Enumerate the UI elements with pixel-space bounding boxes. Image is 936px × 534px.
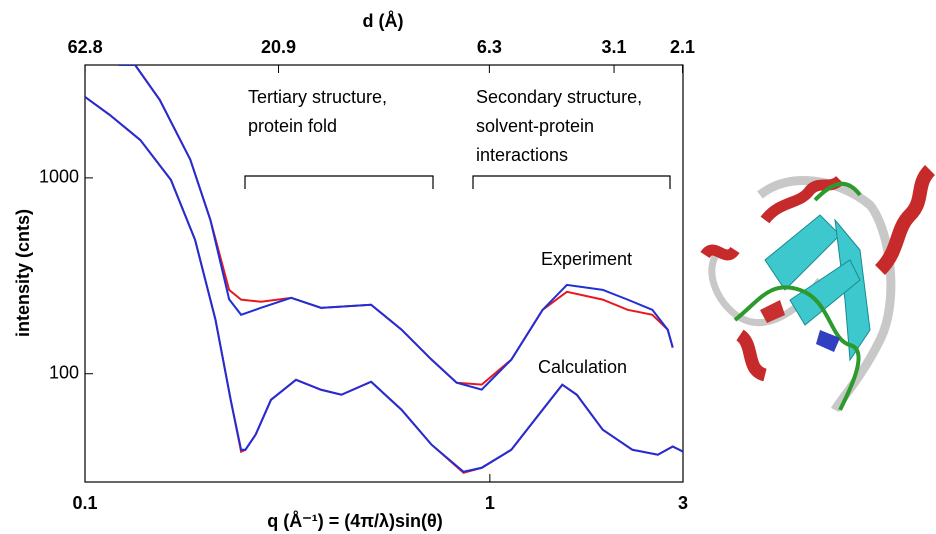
- x-tick-label: 0.1: [72, 493, 97, 513]
- curve: [119, 65, 673, 390]
- annotation: Experiment: [541, 249, 632, 269]
- y-axis-label: intensity (cnts): [13, 209, 33, 337]
- top-axis-label: d (Å): [363, 11, 404, 31]
- protein-illustration: [705, 170, 930, 410]
- top-tick-label: 6.3: [477, 37, 502, 57]
- annotation: solvent-protein: [476, 116, 594, 136]
- bracket: [473, 176, 670, 189]
- chart: d (Å) q (Å⁻¹) = (4π/λ)sin(θ) intensity (…: [0, 0, 936, 534]
- curve: [119, 65, 673, 385]
- x-tick-label: 3: [678, 493, 688, 513]
- annotation: protein fold: [248, 116, 337, 136]
- annotation: interactions: [476, 145, 568, 165]
- annotation: Secondary structure,: [476, 87, 642, 107]
- y-tick-label: 100: [49, 362, 79, 382]
- top-tick-label: 2.1: [670, 37, 695, 57]
- annotation: Tertiary structure,: [248, 87, 387, 107]
- bracket: [245, 176, 433, 189]
- y-tick-label: 1000: [39, 167, 79, 187]
- x-axis-label: q (Å⁻¹) = (4π/λ)sin(θ): [267, 511, 443, 531]
- top-tick-label: 62.8: [68, 37, 103, 57]
- annotation: Calculation: [538, 357, 627, 377]
- top-tick-label: 3.1: [602, 37, 627, 57]
- x-tick-label: 1: [485, 493, 495, 513]
- top-tick-label: 20.9: [261, 37, 296, 57]
- curve: [85, 97, 683, 472]
